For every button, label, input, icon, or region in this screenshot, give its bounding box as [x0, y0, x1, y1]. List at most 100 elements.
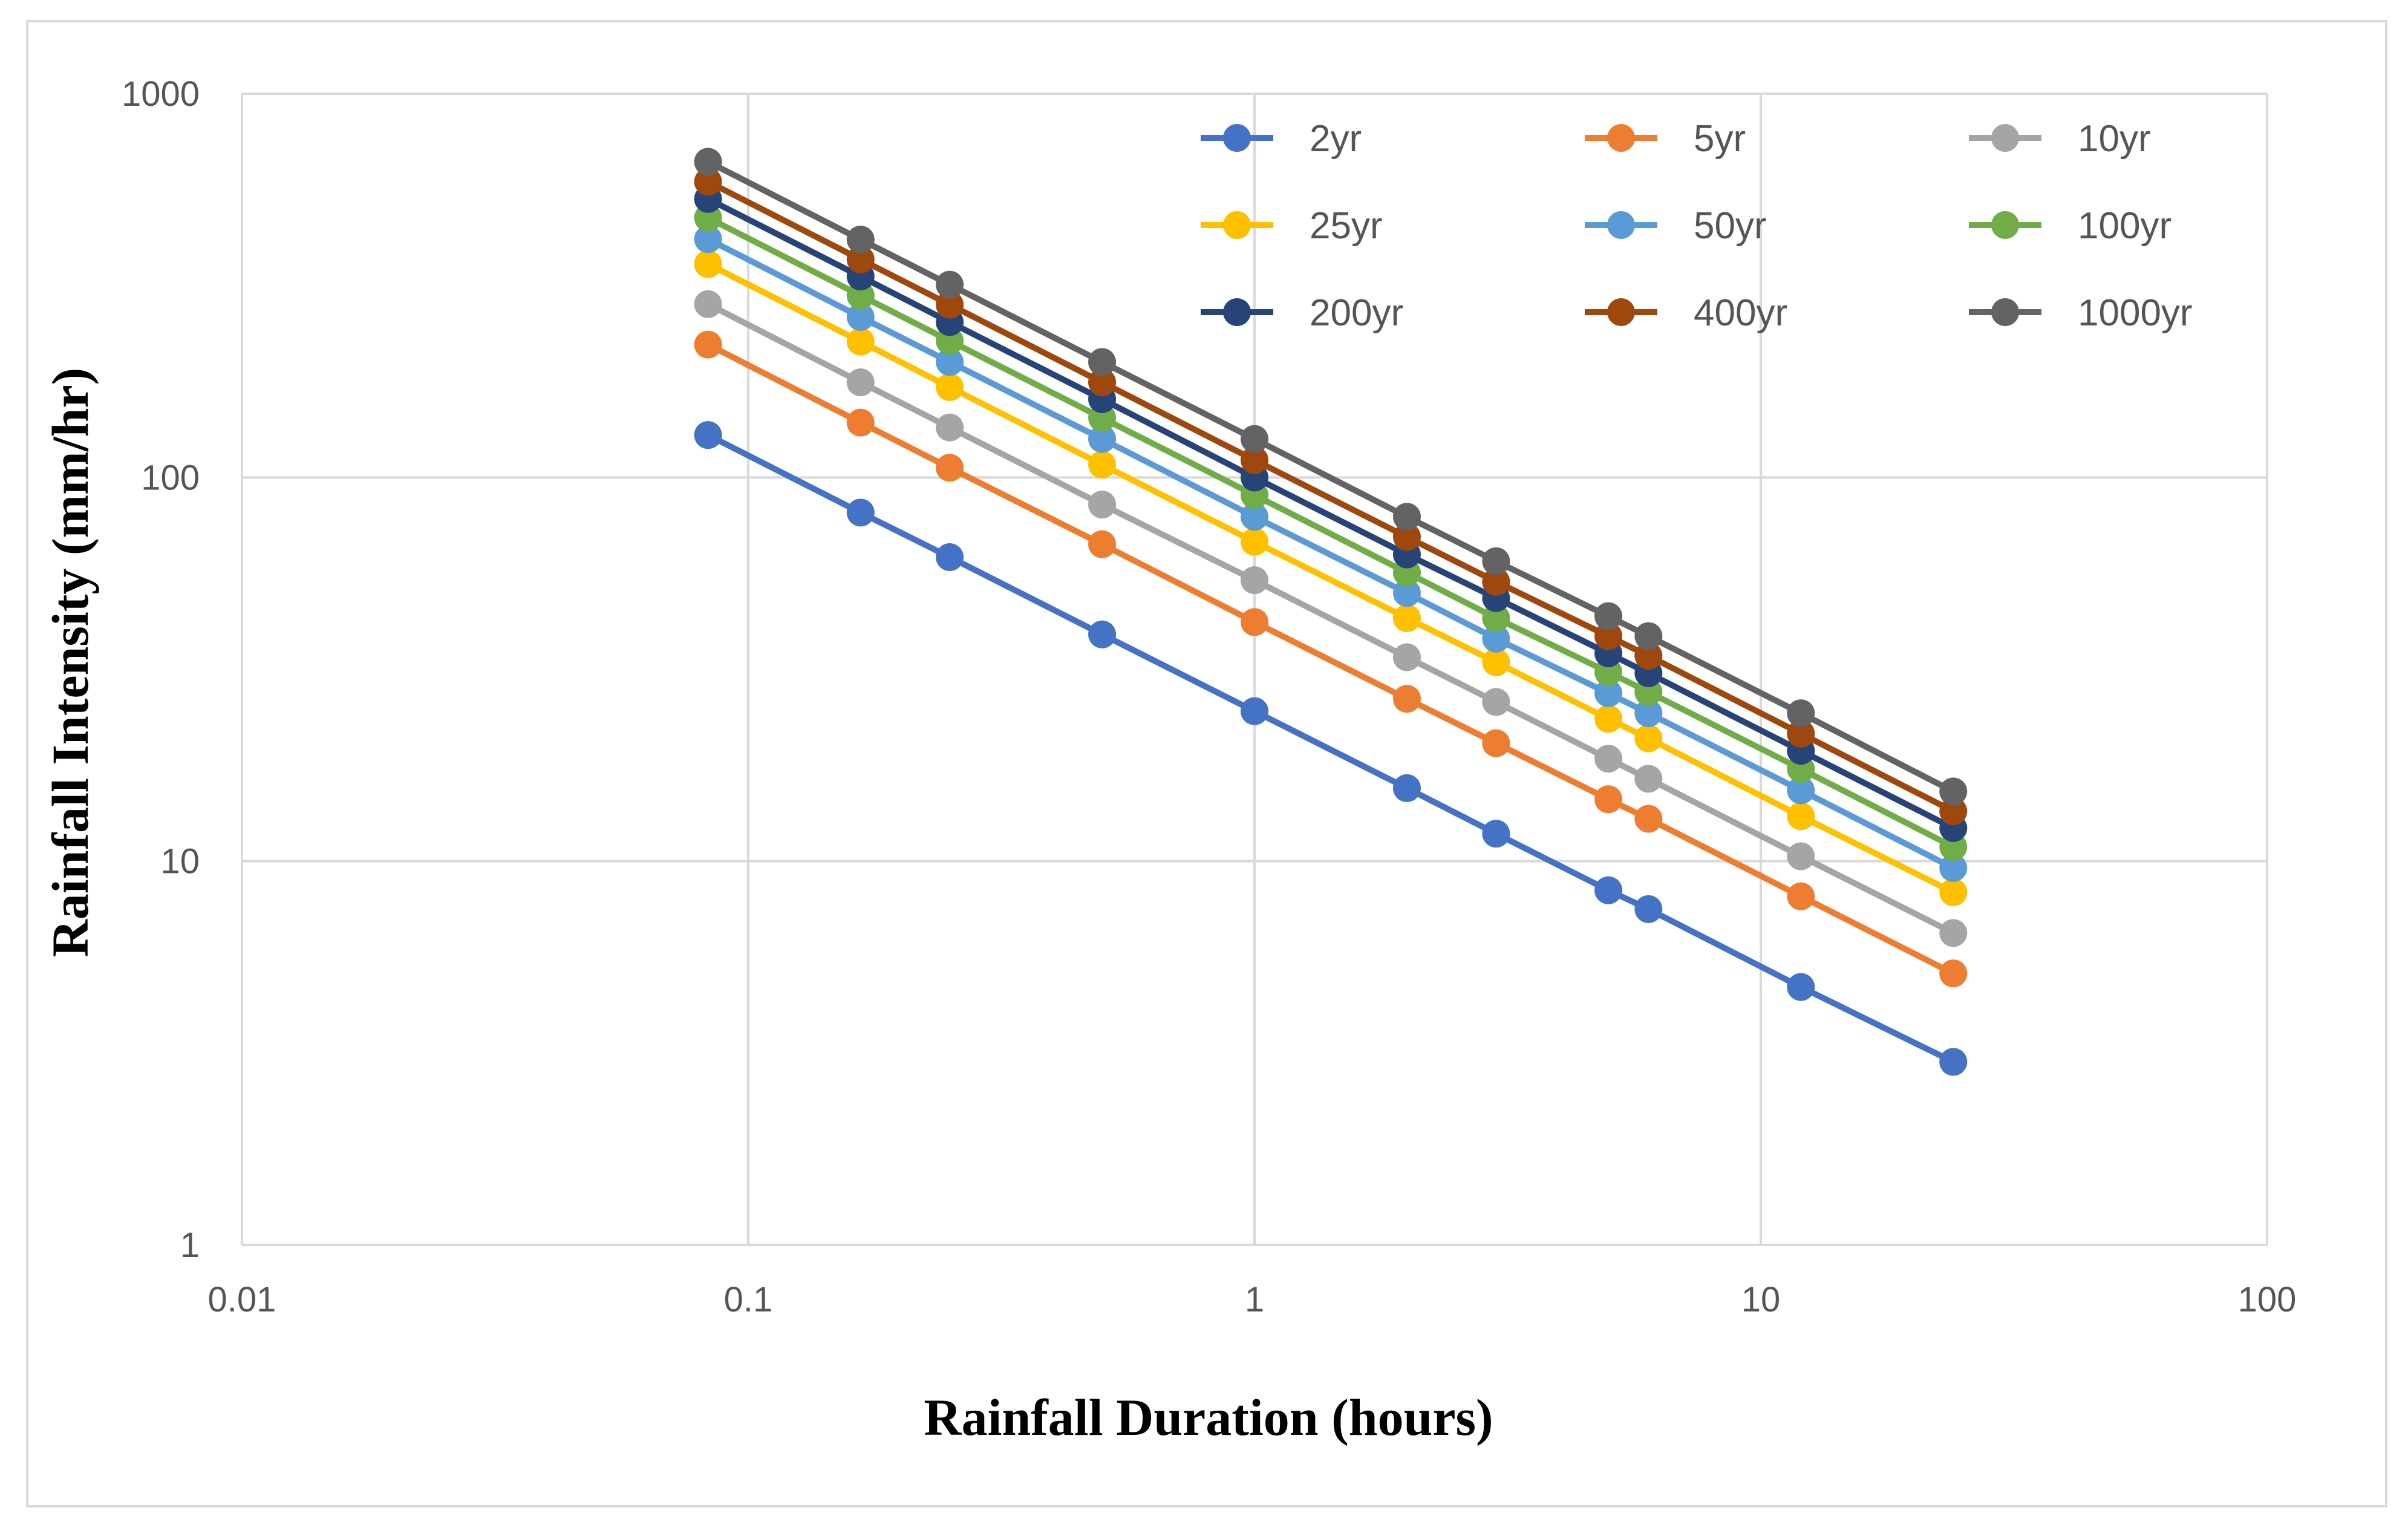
data-point-10yr — [1787, 842, 1815, 870]
data-point-25yr — [1392, 604, 1421, 632]
data-point-400yr — [1392, 523, 1421, 551]
data-point-400yr — [1241, 446, 1268, 474]
data-point-50yr — [1939, 854, 1968, 882]
data-point-10yr — [1482, 688, 1510, 716]
data-point-2yr — [1241, 697, 1268, 725]
data-point-10yr — [1088, 491, 1117, 519]
data-point-1000yr — [1939, 777, 1968, 806]
data-point-2yr — [1392, 774, 1421, 802]
data-point-2yr — [936, 543, 964, 572]
legend: 2yr 5yr 10yr 25yr 50yr 100yr 200yr 400yr 1000yr — [1201, 118, 2193, 334]
data-point-400yr — [1482, 567, 1510, 596]
y-tick-label: 100 — [141, 458, 200, 497]
data-point-5yr — [1392, 685, 1421, 713]
data-point-2yr — [1939, 1048, 1968, 1076]
data-point-100yr — [1482, 604, 1510, 632]
data-point-400yr — [1787, 719, 1815, 748]
legend-label: 100yr — [2078, 205, 2171, 247]
data-point-1000yr — [1594, 602, 1623, 630]
series-10yr — [694, 290, 1968, 947]
data-point-10yr — [694, 290, 722, 318]
y-axis-title: Rainfall Intensity (mm/hr) — [41, 368, 99, 958]
data-point-25yr — [1787, 802, 1815, 831]
legend-swatch-marker — [1607, 124, 1635, 152]
data-point-25yr — [1482, 648, 1510, 676]
data-point-1000yr — [1787, 699, 1815, 728]
x-tick-label: 0.01 — [208, 1280, 276, 1319]
legend-item-2yr: 2yr — [1201, 118, 1362, 160]
x-tick-label: 0.1 — [724, 1280, 773, 1319]
legend-item-10yr: 10yr — [1969, 118, 2151, 160]
legend-item-200yr: 200yr — [1201, 292, 1403, 334]
data-point-2yr — [846, 498, 875, 527]
x-axis-title: Rainfall Duration (hours) — [924, 1388, 1493, 1446]
y-tick-label: 1000 — [122, 74, 200, 114]
legend-swatch-marker — [1223, 124, 1251, 152]
data-point-100yr — [846, 281, 875, 310]
data-point-2yr — [1787, 973, 1815, 1001]
data-point-10yr — [1939, 919, 1968, 947]
series-1000yr — [694, 148, 1968, 806]
data-point-2yr — [694, 421, 722, 449]
data-point-10yr — [1241, 566, 1268, 595]
legend-item-100yr: 100yr — [1969, 205, 2171, 247]
legend-label: 2yr — [1310, 118, 1362, 160]
legend-label: 10yr — [2078, 118, 2151, 160]
data-point-10yr — [936, 413, 964, 442]
data-point-1000yr — [1088, 348, 1117, 376]
legend-label: 25yr — [1310, 205, 1383, 247]
data-point-5yr — [1787, 882, 1815, 910]
data-point-5yr — [846, 408, 875, 437]
data-point-400yr — [846, 245, 875, 273]
legend-label: 1000yr — [2078, 292, 2193, 334]
x-tick-label: 1 — [1245, 1280, 1264, 1319]
data-point-2yr — [1088, 620, 1117, 648]
legend-item-400yr: 400yr — [1585, 292, 1787, 334]
series-5yr — [694, 330, 1968, 988]
data-point-50yr — [846, 302, 875, 331]
data-point-50yr — [1392, 579, 1421, 607]
data-point-400yr — [936, 290, 964, 319]
data-point-10yr — [1634, 765, 1663, 793]
series-25yr — [694, 250, 1968, 906]
data-point-25yr — [1634, 724, 1663, 753]
data-point-1000yr — [1482, 547, 1510, 575]
legend-item-50yr: 50yr — [1585, 205, 1767, 247]
legend-item-1000yr: 1000yr — [1969, 292, 2193, 334]
legend-label: 400yr — [1694, 292, 1787, 334]
data-point-5yr — [1939, 959, 1968, 988]
legend-swatch-marker — [1223, 211, 1251, 239]
data-point-400yr — [1594, 622, 1623, 650]
data-point-25yr — [694, 250, 722, 278]
data-point-1000yr — [1241, 425, 1268, 453]
data-point-5yr — [936, 454, 964, 482]
series-50yr — [694, 225, 1968, 882]
x-tick-label: 100 — [2238, 1280, 2297, 1319]
series-400yr — [694, 168, 1968, 825]
y-tick-label: 10 — [160, 842, 200, 881]
data-point-50yr — [1482, 624, 1510, 653]
data-point-25yr — [1594, 705, 1623, 733]
legend-swatch-marker — [1991, 211, 2019, 239]
data-point-25yr — [936, 373, 964, 401]
y-tick-label: 1 — [180, 1226, 200, 1265]
x-tick-label: 10 — [1741, 1280, 1781, 1319]
data-point-50yr — [1634, 699, 1663, 728]
data-point-400yr — [1939, 797, 1968, 825]
data-point-5yr — [1241, 608, 1268, 636]
data-point-25yr — [1241, 527, 1268, 556]
data-point-5yr — [694, 330, 722, 359]
legend-swatch-marker — [1991, 298, 2019, 326]
data-point-5yr — [1088, 530, 1117, 558]
legend-swatch-marker — [1223, 298, 1251, 326]
series-layer — [694, 148, 1968, 1076]
data-point-25yr — [846, 327, 875, 356]
data-point-50yr — [1787, 776, 1815, 805]
axes: 0.01 0.1 1 10 100 1 10 100 1000 — [122, 74, 2296, 1319]
data-point-400yr — [1088, 368, 1117, 397]
data-point-2yr — [1482, 820, 1510, 848]
data-point-1000yr — [936, 270, 964, 299]
data-point-1000yr — [1392, 503, 1421, 531]
data-point-5yr — [1594, 785, 1623, 814]
